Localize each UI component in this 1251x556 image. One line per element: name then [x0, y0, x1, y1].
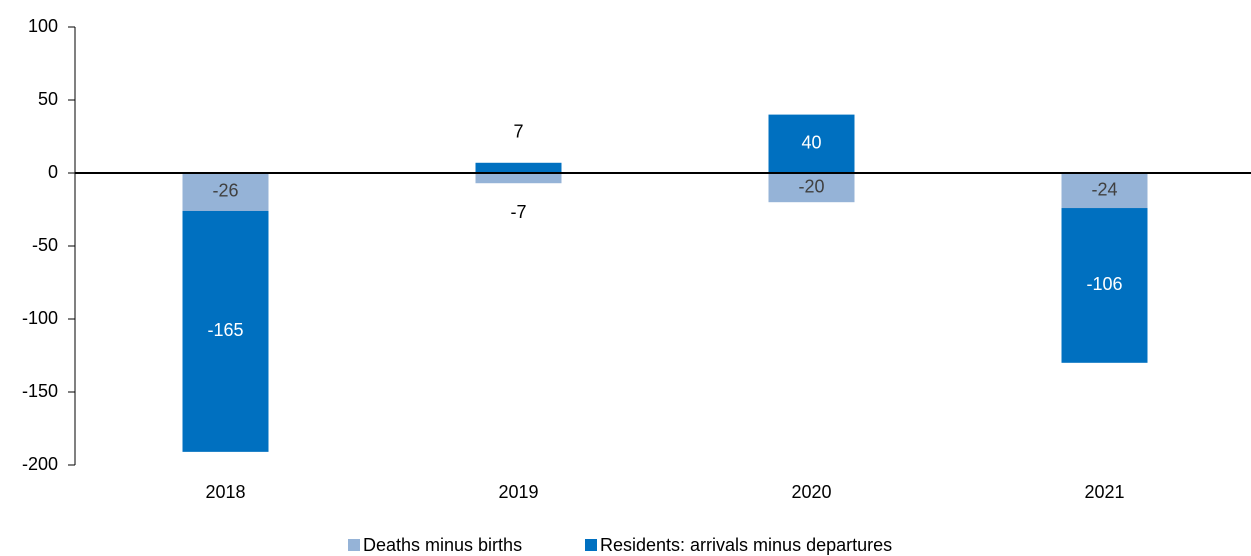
data-label: 7 [513, 122, 523, 142]
data-label: -26 [212, 181, 238, 201]
legend-label: Residents: arrivals minus departures [600, 535, 892, 555]
legend-swatch [585, 539, 597, 551]
data-label: -106 [1086, 274, 1122, 294]
y-tick-label: 100 [28, 16, 58, 36]
x-tick-label: 2019 [498, 482, 538, 502]
data-label: -165 [207, 320, 243, 340]
data-label: 40 [801, 133, 821, 153]
y-tick-label: 0 [48, 162, 58, 182]
bar [1061, 173, 1148, 209]
x-tick-label: 2021 [1084, 482, 1124, 502]
bar [475, 173, 562, 184]
y-tick-label: -150 [22, 381, 58, 401]
bar [1061, 208, 1148, 363]
bar [768, 173, 855, 203]
x-tick-label: 2020 [791, 482, 831, 502]
bar [768, 114, 855, 173]
y-tick-label: -50 [32, 235, 58, 255]
bar [475, 162, 562, 173]
bar [182, 210, 269, 452]
y-tick-label: 50 [38, 89, 58, 109]
data-label: -20 [798, 176, 824, 196]
x-tick-label: 2018 [205, 482, 245, 502]
legend-label: Deaths minus births [363, 535, 522, 555]
data-label: -24 [1091, 179, 1117, 199]
data-label: -7 [510, 202, 526, 222]
y-tick-label: -200 [22, 454, 58, 474]
y-tick-label: -100 [22, 308, 58, 328]
bar [182, 173, 269, 211]
legend-swatch [348, 539, 360, 551]
